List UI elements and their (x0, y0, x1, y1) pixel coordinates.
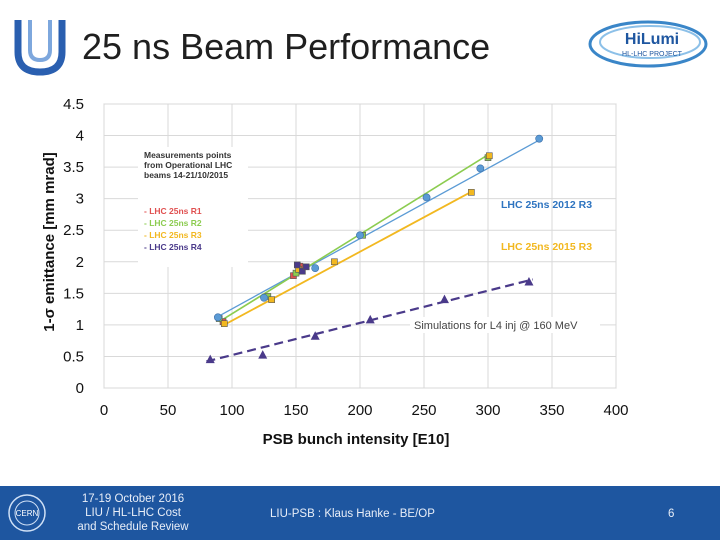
y-tick-label: 4 (76, 128, 84, 145)
data-point (485, 152, 493, 160)
x-tick-label: 350 (539, 402, 564, 419)
footer-date: 17-19 October 2016 LIU / HL-LHC Cost and… (77, 493, 189, 533)
hilumi-logo-subtext: HL-LHC PROJECT (622, 51, 683, 58)
x-tick-label: 0 (100, 402, 108, 419)
legend-entry-r2: - LHC 25ns R2 (144, 218, 202, 228)
data-point (258, 350, 268, 359)
data-point (331, 258, 338, 266)
legend-entry-r1: - LHC 25ns R1 (144, 206, 202, 216)
x-tick-label: 300 (475, 402, 500, 419)
data-point (356, 231, 364, 240)
annotation-fit-2012: LHC 25ns 2012 R3 (501, 199, 592, 211)
legend-entry-r4: - LHC 25ns R4 (144, 242, 202, 252)
data-points (205, 134, 544, 364)
data-point (205, 354, 215, 364)
y-tick-label: 0 (76, 380, 84, 397)
data-point (311, 264, 320, 272)
data-point (260, 293, 268, 302)
y-tick-labels: 0 0.5 1 1.5 2 2.5 3 3.5 4 4.5 (63, 96, 84, 397)
legend-entry-r3: - LHC 25ns R3 (144, 230, 202, 240)
emittance-chart: 0 0.5 1 1.5 2 2.5 3 3.5 4 4.5 0 50 100 150 200 250 300 3… (41, 96, 629, 448)
y-axis-label: 1-σ emittance [mm mrad] (41, 152, 58, 331)
fit-line (221, 190, 474, 327)
legend-box: Measurements points from Operational LHC… (138, 147, 248, 267)
data-point (524, 276, 534, 286)
cern-logo-text: CERN (16, 509, 39, 518)
data-point (310, 331, 320, 340)
x-tick-labels: 0 50 100 150 200 250 300 350 400 (100, 402, 629, 419)
footer-bar: CERN 17-19 October 2016 LIU / HL-LHC Cos… (0, 486, 720, 540)
data-point (468, 189, 475, 196)
hilumi-logo: HiLumi HL-LHC PROJECT (588, 20, 708, 68)
y-tick-label: 4.5 (63, 96, 84, 113)
data-point (535, 134, 544, 143)
x-tick-label: 200 (347, 402, 372, 419)
annotation-simulation: Simulations for L4 inj @ 160 MeV (414, 320, 578, 332)
y-tick-label: 0.5 (63, 348, 84, 365)
data-point (299, 267, 306, 275)
x-tick-label: 100 (219, 402, 244, 419)
legend-title: Measurements points from Operational LHC… (144, 150, 235, 180)
data-point (293, 261, 301, 269)
x-tick-label: 50 (160, 402, 177, 419)
liu-logo (14, 20, 66, 76)
data-point (476, 164, 485, 173)
footer-author: LIU-PSB : Klaus Hanke - BE/OP (270, 508, 435, 520)
data-point (422, 193, 431, 202)
data-point (365, 314, 375, 324)
y-tick-label: 3 (76, 191, 84, 208)
data-point (268, 296, 275, 303)
cern-logo: CERN (8, 494, 46, 532)
y-tick-label: 2 (76, 254, 84, 271)
y-tick-label: 1.5 (63, 285, 84, 302)
y-tick-label: 1 (76, 317, 84, 334)
x-tick-label: 250 (411, 402, 436, 419)
data-point (214, 313, 222, 322)
y-tick-label: 3.5 (63, 159, 84, 176)
data-point (221, 320, 228, 327)
fit-line (216, 138, 543, 318)
x-axis-label: PSB bunch intensity [E10] (263, 431, 450, 448)
x-tick-label: 400 (603, 402, 628, 419)
hilumi-logo-text: HiLumi (625, 31, 679, 48)
x-tick-label: 150 (283, 402, 308, 419)
y-tick-label: 2.5 (63, 222, 84, 239)
page-title: 25 ns Beam Performance (82, 26, 491, 67)
page-number: 6 (668, 508, 675, 520)
data-point (439, 294, 449, 304)
data-point (302, 263, 310, 271)
fit-line (218, 152, 491, 323)
annotation-fit-2015: LHC 25ns 2015 R3 (501, 241, 592, 253)
